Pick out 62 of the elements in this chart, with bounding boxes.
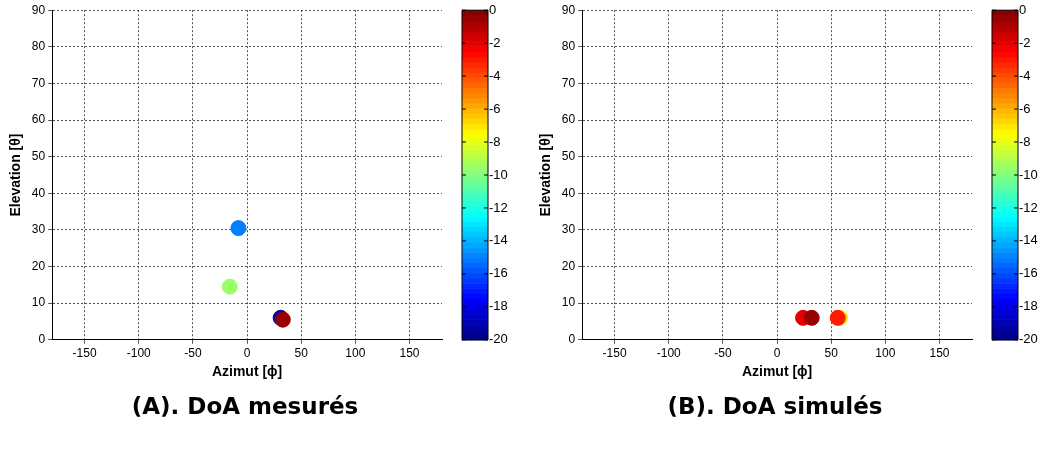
y-tick-label: 20 xyxy=(561,258,576,273)
y-tick-label: 60 xyxy=(31,112,46,127)
y-tick-label: 50 xyxy=(561,149,576,163)
y-tick-label: 80 xyxy=(31,39,46,54)
y-tick-label: 0 xyxy=(38,332,46,347)
x-tick-label: -50 xyxy=(184,346,202,361)
y-tick-label: 10 xyxy=(561,295,576,310)
color-bar-label: -18 xyxy=(1019,298,1038,314)
y-tick-label: 60 xyxy=(561,112,576,127)
text: (B). DoA simulés xyxy=(666,393,884,419)
color-bar-label: -4 xyxy=(1019,67,1031,83)
y-tick-label: 20 xyxy=(31,258,46,273)
y-axis-title: Elevation [θ] xyxy=(537,133,554,217)
color-bar-label: -8 xyxy=(1019,133,1031,149)
color-bar-label: 0 xyxy=(489,1,497,17)
color-bar-label: -20 xyxy=(489,331,508,347)
color-bar-label: -10 xyxy=(489,166,508,182)
color-bar-label: -10 xyxy=(1019,166,1038,182)
color-bar-label: -8 xyxy=(489,133,501,149)
x-tick-label: 100 xyxy=(875,346,896,361)
color-bar-label: -2 xyxy=(1019,34,1031,50)
text: (A). DoA mesurés xyxy=(130,393,360,419)
color-bar-label: -12 xyxy=(1019,199,1038,215)
y-tick-label: 30 xyxy=(31,222,46,237)
x-axis-title: Azimut [ϕ] xyxy=(741,363,813,380)
y-tick-label: 90 xyxy=(31,2,46,17)
x-tick-label: 50 xyxy=(294,346,309,361)
x-tick-label: -100 xyxy=(126,346,152,361)
y-tick-label: 80 xyxy=(561,39,576,54)
x-tick-label: -100 xyxy=(656,346,682,361)
color-bar-label: -12 xyxy=(489,199,508,215)
y-tick-label: 70 xyxy=(31,75,46,90)
x-tick-label: -50 xyxy=(714,346,732,361)
x-axis-title: Azimut [ϕ] xyxy=(211,363,283,380)
y-tick-label: 40 xyxy=(31,185,46,200)
color-bar-label: -18 xyxy=(489,298,508,314)
y-tick-label: 70 xyxy=(561,75,576,90)
x-tick-label: -150 xyxy=(602,346,627,361)
y-axis-title: Elevation [θ] xyxy=(7,133,24,217)
y-tick-label: 90 xyxy=(561,2,576,17)
x-tick-label: 0 xyxy=(773,346,781,361)
y-tick-label: 0 xyxy=(568,332,576,347)
color-bar-label: -6 xyxy=(1019,100,1031,116)
y-tick-label: 30 xyxy=(561,222,576,237)
color-bar-label: -4 xyxy=(489,67,501,83)
x-tick-label: 150 xyxy=(399,346,420,361)
color-bar-label: -16 xyxy=(489,265,508,281)
color-bar-label: -14 xyxy=(1019,232,1038,248)
color-bar-label: -6 xyxy=(489,100,501,116)
color-bar-label: -2 xyxy=(489,34,501,50)
y-tick-label: 10 xyxy=(31,295,46,310)
color-bar-label: 0 xyxy=(1019,1,1027,17)
x-tick-label: -150 xyxy=(72,346,97,361)
y-tick-label: 50 xyxy=(31,149,46,163)
y-tick-label: 40 xyxy=(561,185,576,200)
x-tick-label: 50 xyxy=(824,346,839,361)
x-tick-label: 150 xyxy=(929,346,950,361)
color-bar-label: -16 xyxy=(1019,265,1038,281)
color-bar-label: -20 xyxy=(1019,331,1038,347)
color-bar-label: -14 xyxy=(489,232,508,248)
x-tick-label: 100 xyxy=(345,346,366,361)
x-tick-label: 0 xyxy=(243,346,251,361)
